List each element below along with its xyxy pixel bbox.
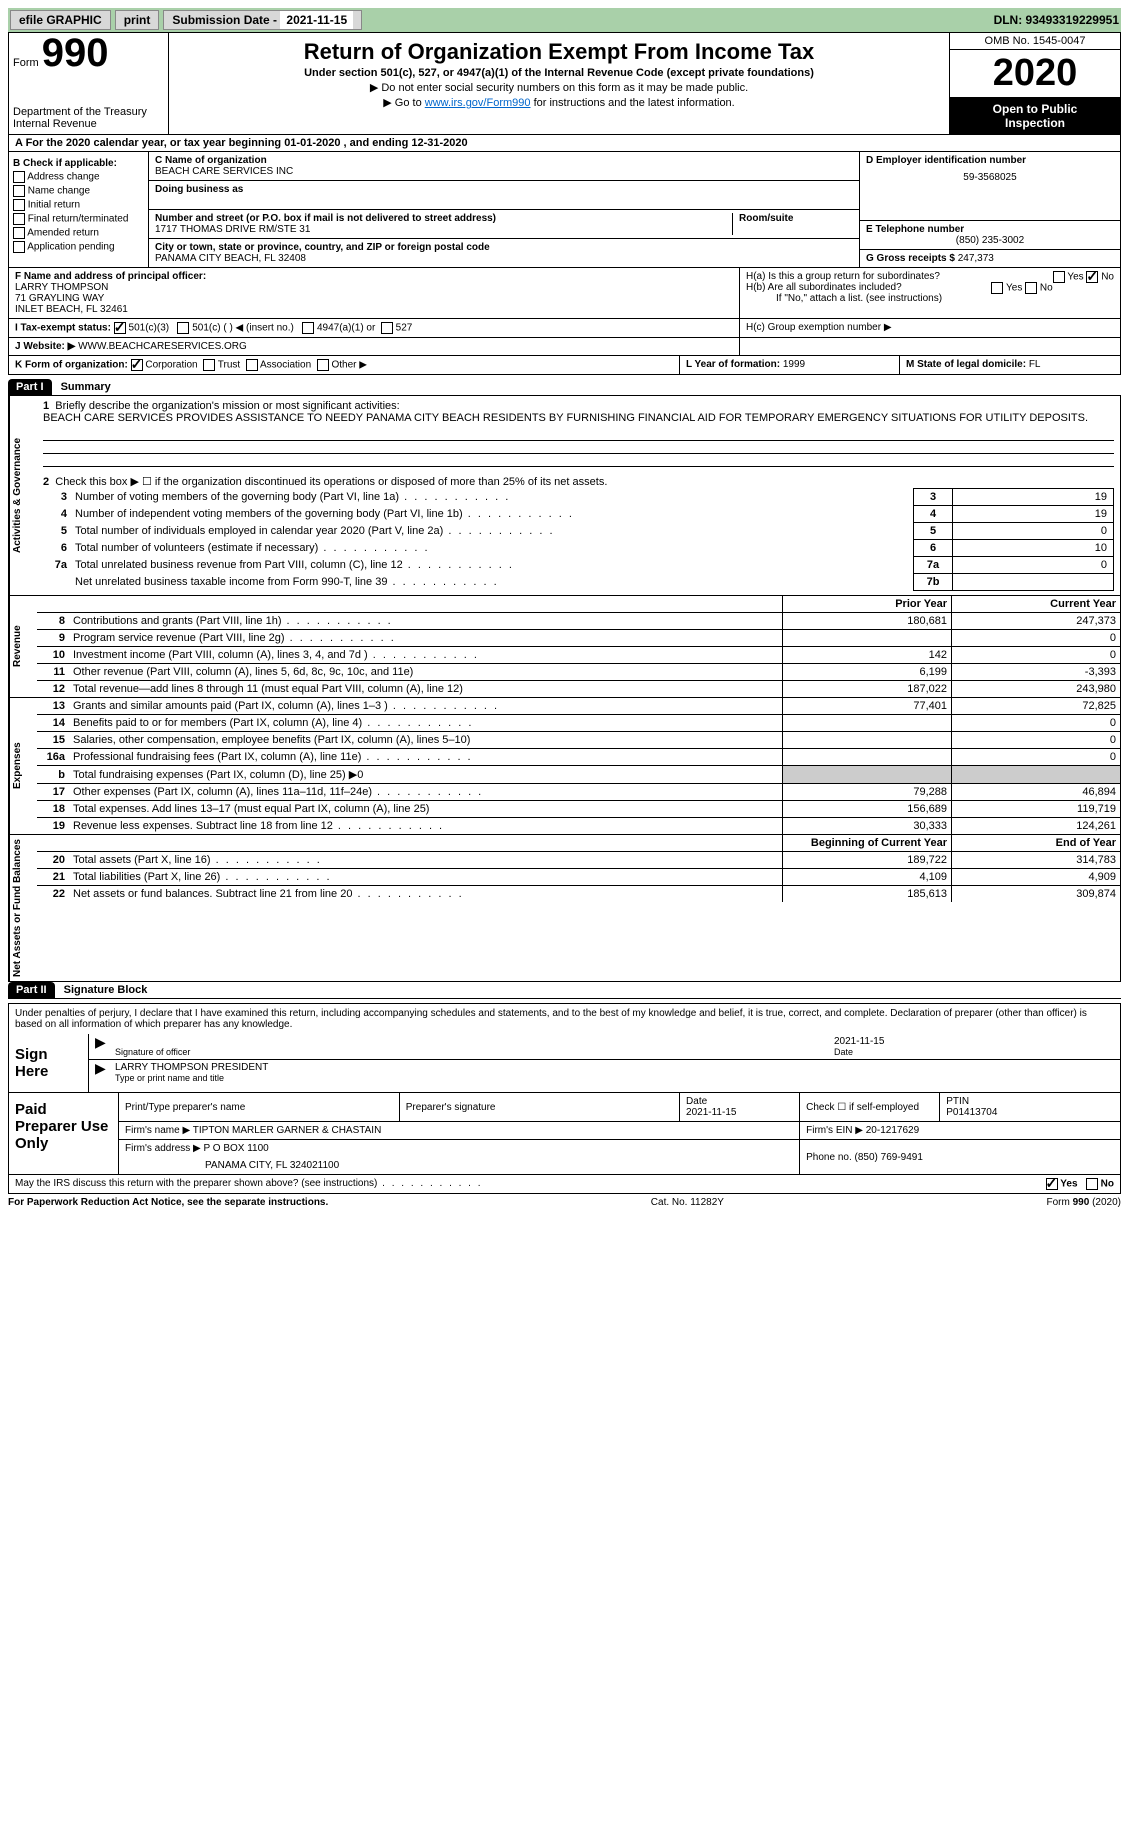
dept-line2: Internal Revenue: [13, 118, 164, 130]
print-button[interactable]: print: [115, 10, 160, 30]
officer-signature: LARRY THOMPSON PRESIDENT: [115, 1062, 834, 1073]
form-prefix: Form: [13, 57, 39, 69]
open-public: Open to Public Inspection: [950, 98, 1120, 134]
form-ref: Form 990 (2020): [1047, 1197, 1121, 1208]
vlabel-netassets: Net Assets or Fund Balances: [9, 835, 37, 981]
col-b-checkboxes: B Check if applicable: Address change Na…: [9, 152, 149, 267]
discuss-no-checkbox[interactable]: [1086, 1178, 1098, 1190]
top-bar: efile GRAPHIC print Submission Date - 20…: [8, 8, 1121, 32]
header: Form 990 Department of the Treasury Inte…: [8, 32, 1121, 135]
catalog-number: Cat. No. 11282Y: [651, 1197, 724, 1208]
officer-name: LARRY THOMPSON: [15, 282, 733, 293]
instruction-1: ▶ Do not enter social security numbers o…: [173, 81, 945, 94]
preparer-table: Print/Type preparer's name Preparer's si…: [119, 1093, 1120, 1174]
org-city: PANAMA CITY BEACH, FL 32408: [155, 253, 853, 264]
signature-block: Under penalties of perjury, I declare th…: [8, 1003, 1121, 1194]
form-number: 990: [42, 31, 109, 75]
summary-section: Activities & Governance 1 Briefly descri…: [8, 396, 1121, 982]
form-subtitle: Under section 501(c), 527, or 4947(a)(1)…: [173, 67, 945, 79]
omb-number: OMB No. 1545-0047: [950, 33, 1120, 50]
netassets-table: Beginning of Current YearEnd of Year 20T…: [37, 835, 1120, 902]
ein: 59-3568025: [866, 166, 1114, 183]
dept-line1: Department of the Treasury: [13, 106, 164, 118]
instruction-2: ▶ Go to www.irs.gov/Form990 for instruct…: [173, 96, 945, 109]
perjury-declaration: Under penalties of perjury, I declare th…: [9, 1004, 1120, 1034]
efile-label: efile GRAPHIC: [10, 10, 111, 30]
firm-phone: (850) 769-9491: [855, 1152, 923, 1163]
part1-title: Summary: [55, 381, 111, 393]
discuss-yes-checkbox[interactable]: [1046, 1178, 1058, 1190]
mission-text: BEACH CARE SERVICES PROVIDES ASSISTANCE …: [43, 412, 1088, 424]
tax-year: 2020: [950, 50, 1120, 98]
org-name: BEACH CARE SERVICES INC: [155, 166, 853, 177]
row-klm: K Form of organization: Corporation Trus…: [8, 356, 1121, 375]
revenue-table: Prior YearCurrent Year 8Contributions an…: [37, 596, 1120, 697]
pra-notice: For Paperwork Reduction Act Notice, see …: [8, 1197, 328, 1208]
ptin: P01413704: [946, 1107, 997, 1118]
telephone: (850) 235-3002: [866, 235, 1114, 246]
row-a-period: A For the 2020 calendar year, or tax yea…: [8, 135, 1121, 152]
firm-name: TIPTON MARLER GARNER & CHASTAIN: [193, 1125, 382, 1136]
signature-date: 2021-11-15: [834, 1036, 1094, 1047]
org-address: 1717 THOMAS DRIVE RM/STE 31: [155, 224, 732, 235]
row-j: J Website: ▶ WWW.BEACHCARESERVICES.ORG: [8, 338, 1121, 356]
website: WWW.BEACHCARESERVICES.ORG: [78, 341, 247, 352]
expenses-table: 13Grants and similar amounts paid (Part …: [37, 698, 1120, 834]
irs-link[interactable]: www.irs.gov/Form990: [425, 97, 531, 109]
part2-title: Signature Block: [58, 984, 148, 996]
governance-table: 3Number of voting members of the governi…: [43, 488, 1114, 591]
paid-preparer-label: Paid Preparer Use Only: [9, 1093, 119, 1174]
dln: DLN: 93493319229951: [994, 13, 1119, 27]
part2-label: Part II: [8, 982, 55, 998]
footer: For Paperwork Reduction Act Notice, see …: [8, 1194, 1121, 1211]
entity-info: B Check if applicable: Address change Na…: [8, 152, 1121, 268]
row-i: I Tax-exempt status: 501(c)(3) 501(c) ( …: [8, 319, 1121, 338]
form-title: Return of Organization Exempt From Incom…: [173, 39, 945, 65]
vlabel-governance: Activities & Governance: [9, 396, 37, 595]
gross-receipts: 247,373: [958, 253, 994, 264]
firm-ein: 20-1217629: [866, 1125, 919, 1136]
vlabel-expenses: Expenses: [9, 698, 37, 834]
part1-label: Part I: [8, 379, 52, 395]
row-fh: F Name and address of principal officer:…: [8, 268, 1121, 319]
submission-date: Submission Date - 2021-11-15: [163, 10, 362, 30]
sign-here-label: Sign Here: [9, 1034, 89, 1092]
vlabel-revenue: Revenue: [9, 596, 37, 697]
